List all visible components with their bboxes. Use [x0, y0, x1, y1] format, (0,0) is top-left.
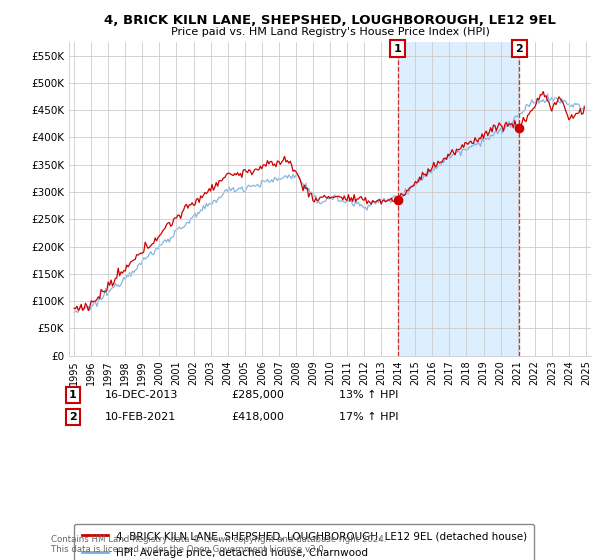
Text: Price paid vs. HM Land Registry's House Price Index (HPI): Price paid vs. HM Land Registry's House …	[170, 27, 490, 37]
Text: 1: 1	[394, 44, 401, 54]
Text: 2: 2	[515, 44, 523, 54]
Bar	[398, 42, 520, 356]
Text: 17% ↑ HPI: 17% ↑ HPI	[339, 412, 398, 422]
Legend: 4, BRICK KILN LANE, SHEPSHED, LOUGHBOROUGH, LE12 9EL (detached house), HPI: Aver: 4, BRICK KILN LANE, SHEPSHED, LOUGHBOROU…	[74, 524, 534, 560]
Text: 1: 1	[69, 390, 77, 400]
Text: 4, BRICK KILN LANE, SHEPSHED, LOUGHBOROUGH, LE12 9EL: 4, BRICK KILN LANE, SHEPSHED, LOUGHBOROU…	[104, 14, 556, 27]
Text: 10-FEB-2021: 10-FEB-2021	[105, 412, 176, 422]
Text: £285,000: £285,000	[231, 390, 284, 400]
Text: £418,000: £418,000	[231, 412, 284, 422]
Text: 16-DEC-2013: 16-DEC-2013	[105, 390, 178, 400]
Text: 13% ↑ HPI: 13% ↑ HPI	[339, 390, 398, 400]
Text: Contains HM Land Registry data © Crown copyright and database right 2024.
This d: Contains HM Land Registry data © Crown c…	[51, 535, 386, 554]
Text: 2: 2	[69, 412, 77, 422]
